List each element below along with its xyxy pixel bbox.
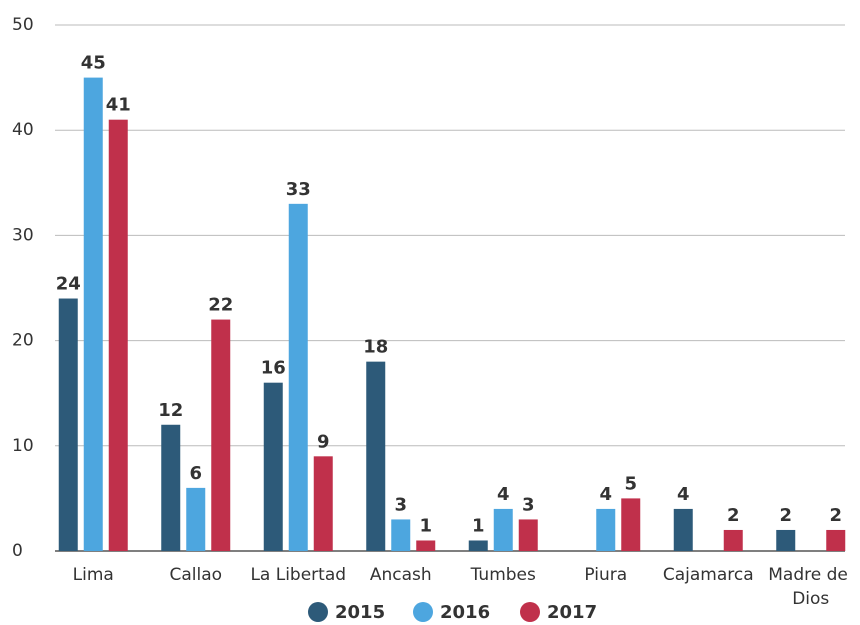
x-tick-label: Cajamarca bbox=[663, 565, 754, 585]
x-tick-label: Piura bbox=[584, 565, 627, 585]
bar bbox=[723, 529, 743, 551]
bar bbox=[416, 540, 436, 551]
x-tick-label: La Libertad bbox=[250, 565, 346, 585]
bar bbox=[366, 361, 386, 551]
y-tick-label: 10 bbox=[12, 436, 34, 456]
bar bbox=[391, 519, 411, 551]
data-label: 4 bbox=[677, 484, 690, 505]
bar bbox=[621, 498, 641, 551]
data-label: 22 bbox=[208, 295, 233, 316]
x-tick-label: Madre de Dios bbox=[768, 565, 853, 609]
bar bbox=[161, 424, 181, 551]
bar bbox=[673, 508, 693, 551]
bar bbox=[468, 540, 488, 551]
y-tick-label: 30 bbox=[12, 225, 34, 245]
data-label: 33 bbox=[286, 179, 311, 200]
data-label: 45 bbox=[81, 53, 106, 74]
x-tick-label: Tumbes bbox=[470, 565, 536, 585]
x-tick-label: Callao bbox=[169, 565, 222, 585]
data-label: 5 bbox=[624, 473, 637, 494]
y-tick-label: 20 bbox=[12, 331, 34, 351]
bar bbox=[83, 77, 103, 551]
data-label: 2 bbox=[829, 505, 842, 526]
data-label: 12 bbox=[158, 400, 183, 421]
x-tick-label: Lima bbox=[73, 565, 114, 585]
data-label: 4 bbox=[497, 484, 510, 505]
bar bbox=[288, 203, 308, 551]
bar bbox=[186, 487, 206, 551]
data-label: 2 bbox=[779, 505, 792, 526]
data-label: 1 bbox=[472, 515, 485, 536]
x-tick-label: Ancash bbox=[370, 565, 432, 585]
data-label: 18 bbox=[363, 337, 388, 358]
bar bbox=[211, 319, 231, 551]
y-tick-label: 40 bbox=[12, 120, 34, 140]
bar bbox=[263, 382, 283, 551]
bar bbox=[313, 456, 333, 551]
legend-swatch bbox=[308, 602, 328, 622]
legend-swatch bbox=[413, 602, 433, 622]
legend-label: 2016 bbox=[440, 602, 490, 623]
y-tick-label: 50 bbox=[12, 15, 34, 35]
legend-label: 2015 bbox=[335, 602, 385, 623]
bar bbox=[596, 508, 616, 551]
data-label: 1 bbox=[419, 515, 432, 536]
bar bbox=[776, 529, 796, 551]
bar bbox=[108, 119, 128, 552]
bar bbox=[493, 508, 513, 551]
y-tick-label: 0 bbox=[12, 541, 23, 561]
legend-label: 2017 bbox=[547, 602, 597, 623]
data-label: 24 bbox=[56, 274, 81, 295]
data-label: 16 bbox=[261, 358, 286, 379]
bar bbox=[58, 298, 78, 551]
legend-swatch bbox=[520, 602, 540, 622]
data-label: 3 bbox=[522, 494, 535, 515]
data-label: 4 bbox=[599, 484, 612, 505]
data-label: 9 bbox=[317, 431, 330, 452]
data-label: 3 bbox=[394, 494, 407, 515]
bar bbox=[518, 519, 538, 551]
data-label: 6 bbox=[189, 463, 202, 484]
data-label: 2 bbox=[727, 505, 740, 526]
bar bbox=[826, 529, 846, 551]
data-label: 41 bbox=[106, 95, 131, 116]
